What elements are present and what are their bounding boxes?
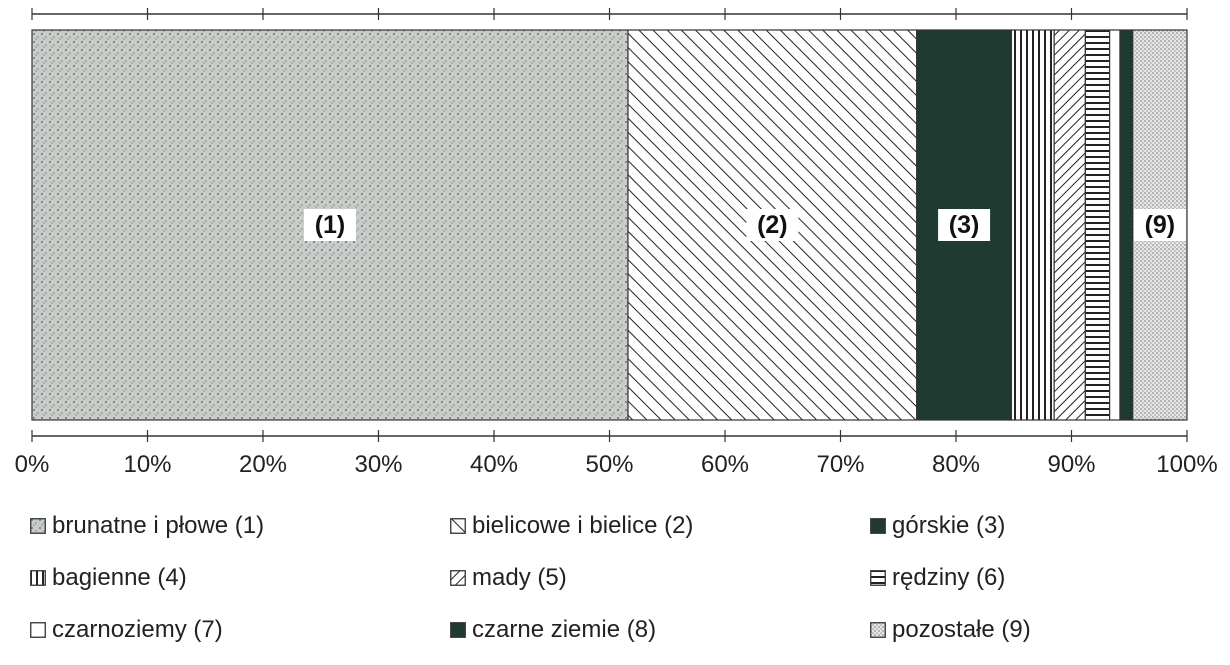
legend-label: pozostałe (9) bbox=[892, 616, 1031, 643]
x-tick-label: 50% bbox=[585, 451, 633, 478]
legend-swatch-icon bbox=[870, 570, 886, 586]
x-tick-label: 80% bbox=[932, 451, 980, 478]
legend-label: czarnoziemy (7) bbox=[52, 616, 223, 643]
legend-item-5: mady (5) bbox=[450, 564, 567, 592]
bar-segment-7 bbox=[1109, 29, 1121, 421]
legend-label: czarne ziemie (8) bbox=[472, 616, 657, 643]
legend-label: brunatne i płowe (1) bbox=[52, 512, 265, 539]
bar-segment-3 bbox=[916, 29, 1013, 421]
x-tick-label: 60% bbox=[701, 451, 749, 478]
x-tick-label: 40% bbox=[470, 451, 518, 478]
legend-label: bielicowe i bielice (2) bbox=[472, 512, 694, 539]
x-tick-label: 70% bbox=[816, 451, 864, 478]
legend-label: górskie (3) bbox=[892, 512, 1006, 539]
legend-item-3: górskie (3) bbox=[870, 512, 1005, 540]
legend-swatch-icon bbox=[30, 570, 46, 586]
bar-segment-5 bbox=[1053, 29, 1086, 421]
legend-swatch-icon bbox=[870, 518, 886, 534]
segment-label-bg-1 bbox=[303, 209, 356, 241]
legend-label: rędziny (6) bbox=[892, 564, 1006, 591]
segment-label-bg-9 bbox=[1133, 209, 1186, 241]
legend-label: mady (5) bbox=[472, 564, 567, 591]
x-tick-label: 30% bbox=[354, 451, 402, 478]
legend-swatch-icon bbox=[30, 518, 46, 534]
segment-label-bg-3 bbox=[938, 209, 991, 241]
segment-label-9: (9) bbox=[1145, 211, 1176, 239]
x-tick-label: 90% bbox=[1047, 451, 1095, 478]
legend-swatch-icon bbox=[450, 518, 466, 534]
legend-item-8: czarne ziemie (8) bbox=[450, 616, 656, 644]
x-tick-label: 0% bbox=[15, 451, 50, 478]
legend-item-1: brunatne i płowe (1) bbox=[30, 512, 264, 540]
segment-label-1: (1) bbox=[315, 211, 346, 239]
legend-item-6: rędziny (6) bbox=[870, 564, 1005, 592]
legend-swatch-icon bbox=[450, 622, 466, 638]
x-axis: 0% 10% 20% 30% 40% 50% 60% 70% 80% 90% 100% bbox=[15, 8, 1218, 478]
legend-swatch-icon bbox=[870, 622, 886, 638]
x-tick-label: 10% bbox=[123, 451, 171, 478]
legend-item-7: czarnoziemy (7) bbox=[30, 616, 223, 644]
legend-swatch-icon bbox=[30, 622, 46, 638]
bar-segment-8 bbox=[1119, 29, 1134, 421]
legend-item-4: bagienne (4) bbox=[30, 564, 187, 592]
x-tick-label: 100% bbox=[1156, 451, 1217, 478]
bar-segment-6 bbox=[1084, 29, 1111, 421]
segment-label-bg-2 bbox=[746, 209, 799, 241]
legend-swatch-icon bbox=[450, 570, 466, 586]
plot-area: (1) (2) (3) (9) bbox=[31, 29, 1188, 421]
segment-label-2: (2) bbox=[757, 211, 788, 239]
bar-segment-4 bbox=[1010, 29, 1055, 421]
x-tick-label: 20% bbox=[239, 451, 287, 478]
segment-label-3: (3) bbox=[949, 211, 980, 239]
legend-item-9: pozostałe (9) bbox=[870, 616, 1031, 644]
legend-label: bagienne (4) bbox=[52, 564, 187, 591]
legend-item-2: bielicowe i bielice (2) bbox=[450, 512, 693, 540]
